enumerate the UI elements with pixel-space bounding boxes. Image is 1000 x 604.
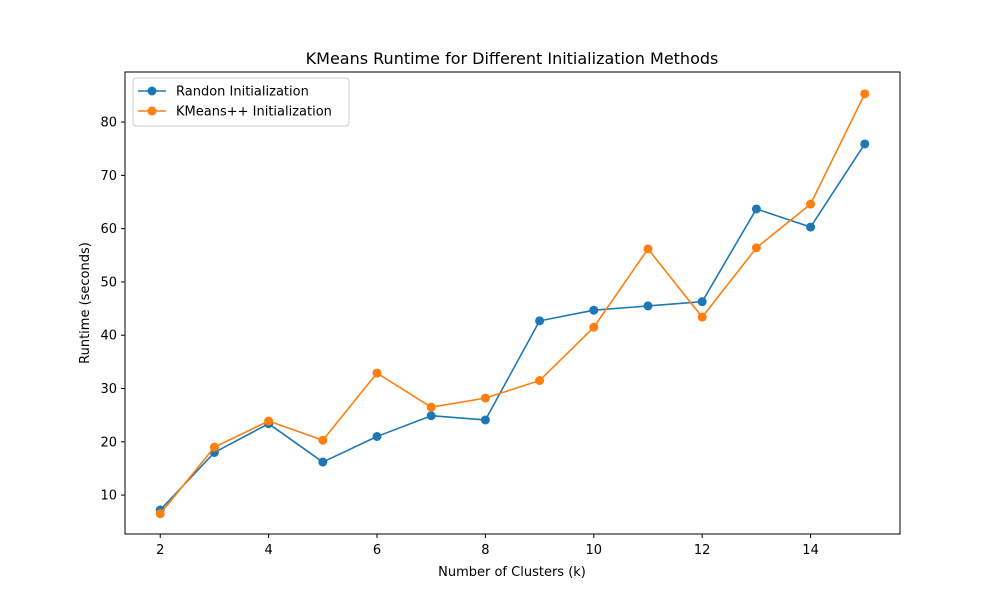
data-point: [589, 305, 599, 315]
data-point: [318, 435, 328, 445]
x-tick-label: 2: [156, 543, 164, 558]
data-point: [480, 415, 490, 425]
data-point: [751, 204, 761, 214]
x-axis-label: Number of Clusters (k): [438, 565, 586, 580]
y-tick-label: 50: [100, 275, 117, 290]
y-tick-label: 60: [100, 222, 117, 237]
legend-marker: [147, 86, 157, 96]
x-tick-label: 12: [694, 543, 711, 558]
legend-box: [132, 77, 350, 127]
data-point: [806, 222, 816, 232]
y-tick-label: 20: [100, 435, 117, 450]
x-tick-label: 14: [802, 543, 819, 558]
legend-marker: [147, 106, 157, 116]
data-point: [535, 376, 545, 386]
plot-area: [124, 71, 901, 535]
y-tick-label: 40: [100, 329, 117, 344]
legend-label: KMeans++ Initialization: [176, 105, 332, 120]
data-point: [806, 199, 816, 209]
data-point: [318, 457, 328, 467]
data-point: [426, 411, 436, 421]
data-point: [643, 301, 653, 311]
plot-frame: [124, 71, 901, 535]
y-axis-ticks: 10 20 30 40 50 60 70 80: [100, 116, 125, 504]
data-point: [589, 322, 599, 332]
x-tick-label: 6: [373, 543, 381, 558]
data-point: [535, 316, 545, 326]
y-tick-label: 80: [100, 116, 117, 131]
x-tick-label: 10: [586, 543, 603, 558]
data-point: [697, 312, 707, 322]
x-axis-ticks: 2 4 6 8 10 12 14: [156, 534, 819, 558]
x-tick-label: 4: [264, 543, 272, 558]
data-point: [860, 89, 870, 99]
y-tick-label: 10: [100, 489, 117, 504]
data-point: [155, 509, 165, 519]
data-point: [372, 431, 382, 441]
x-tick-label: 8: [481, 543, 489, 558]
data-point: [480, 393, 490, 403]
data-point: [372, 368, 382, 378]
y-tick-label: 70: [100, 169, 117, 184]
chart-title: KMeans Runtime for Different Initializat…: [306, 49, 719, 68]
data-point: [209, 442, 219, 452]
data-point: [643, 244, 653, 254]
series-line-1: [159, 143, 866, 511]
data-point: [860, 139, 870, 149]
data-point: [264, 416, 274, 426]
series-line-2: [159, 93, 866, 515]
y-tick-label: 30: [100, 382, 117, 397]
legend-label: Randon Initialization: [176, 85, 309, 100]
y-axis-label: Runtime (seconds): [78, 242, 93, 364]
data-point: [751, 243, 761, 253]
data-point: [426, 402, 436, 412]
legend: Randon Initialization KMeans++ Initializa…: [132, 77, 350, 127]
data-point: [697, 297, 707, 307]
